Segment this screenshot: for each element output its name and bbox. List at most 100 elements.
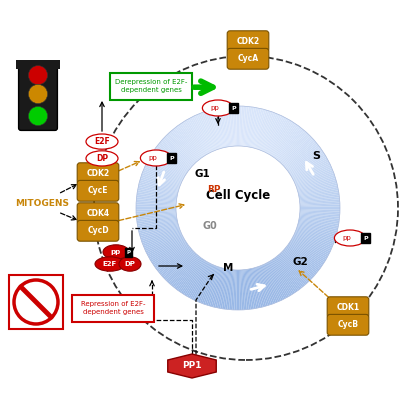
Wedge shape: [166, 252, 195, 281]
Wedge shape: [212, 109, 223, 148]
Wedge shape: [244, 106, 249, 146]
Wedge shape: [139, 182, 178, 193]
Wedge shape: [139, 222, 178, 233]
Wedge shape: [299, 190, 339, 198]
Wedge shape: [299, 217, 339, 224]
Wedge shape: [165, 251, 194, 280]
Wedge shape: [198, 114, 215, 151]
Wedge shape: [142, 229, 180, 244]
Text: pp: pp: [210, 105, 219, 111]
Wedge shape: [294, 163, 330, 182]
Wedge shape: [298, 185, 338, 195]
Wedge shape: [296, 173, 334, 188]
Wedge shape: [248, 107, 256, 147]
Wedge shape: [215, 108, 225, 148]
Wedge shape: [292, 157, 327, 178]
Wedge shape: [213, 109, 224, 148]
Wedge shape: [300, 199, 340, 204]
Wedge shape: [148, 158, 184, 179]
FancyBboxPatch shape: [77, 163, 119, 184]
Wedge shape: [229, 106, 234, 146]
Wedge shape: [262, 114, 280, 151]
Wedge shape: [136, 204, 176, 207]
Wedge shape: [272, 260, 295, 294]
Wedge shape: [154, 244, 188, 268]
Ellipse shape: [103, 245, 129, 259]
FancyBboxPatch shape: [72, 295, 154, 322]
Wedge shape: [297, 227, 335, 241]
Wedge shape: [177, 126, 202, 158]
Wedge shape: [159, 247, 190, 274]
Wedge shape: [227, 106, 232, 146]
Wedge shape: [256, 267, 270, 306]
Wedge shape: [296, 170, 333, 186]
Wedge shape: [252, 268, 263, 307]
Wedge shape: [222, 107, 229, 147]
Wedge shape: [187, 119, 208, 154]
Wedge shape: [294, 233, 331, 251]
Text: CDK2: CDK2: [86, 169, 110, 178]
Wedge shape: [218, 269, 227, 308]
Wedge shape: [136, 212, 176, 217]
Wedge shape: [249, 269, 258, 308]
Wedge shape: [248, 269, 256, 309]
Wedge shape: [297, 225, 336, 238]
Text: CycE: CycE: [88, 186, 108, 195]
Wedge shape: [142, 173, 180, 188]
Wedge shape: [158, 246, 190, 272]
Wedge shape: [258, 266, 273, 304]
Wedge shape: [138, 219, 177, 228]
Wedge shape: [290, 151, 324, 174]
Wedge shape: [140, 180, 178, 192]
Wedge shape: [244, 270, 250, 310]
Wedge shape: [203, 112, 218, 150]
Ellipse shape: [140, 150, 172, 166]
Wedge shape: [137, 190, 177, 198]
Wedge shape: [267, 118, 288, 154]
Wedge shape: [195, 115, 213, 152]
Wedge shape: [161, 140, 192, 167]
Wedge shape: [213, 268, 224, 307]
Wedge shape: [161, 249, 192, 276]
Wedge shape: [300, 212, 340, 217]
Wedge shape: [300, 209, 340, 212]
Wedge shape: [174, 256, 200, 288]
Wedge shape: [192, 116, 211, 153]
Wedge shape: [244, 270, 249, 310]
Wedge shape: [180, 124, 203, 157]
Wedge shape: [251, 268, 261, 308]
Wedge shape: [249, 108, 258, 147]
Wedge shape: [264, 116, 283, 152]
Text: E2F: E2F: [94, 137, 110, 146]
Wedge shape: [152, 152, 186, 175]
Wedge shape: [184, 260, 206, 296]
Wedge shape: [278, 130, 305, 161]
Wedge shape: [156, 245, 189, 271]
FancyBboxPatch shape: [110, 73, 192, 100]
Wedge shape: [241, 270, 245, 310]
Wedge shape: [159, 142, 190, 169]
Wedge shape: [253, 268, 264, 307]
Wedge shape: [281, 135, 310, 164]
Wedge shape: [261, 114, 278, 151]
Wedge shape: [167, 252, 196, 282]
Wedge shape: [206, 110, 220, 149]
Wedge shape: [171, 130, 198, 161]
Text: G1: G1: [194, 169, 210, 179]
Wedge shape: [291, 156, 326, 177]
Wedge shape: [284, 140, 315, 167]
Wedge shape: [146, 162, 183, 181]
Wedge shape: [136, 199, 176, 204]
Text: Derepression of E2F-
dependent genes: Derepression of E2F- dependent genes: [115, 79, 187, 93]
Wedge shape: [280, 253, 308, 284]
Wedge shape: [220, 107, 228, 147]
Wedge shape: [140, 226, 179, 240]
Wedge shape: [138, 185, 178, 195]
Wedge shape: [261, 265, 278, 302]
Wedge shape: [256, 110, 270, 149]
Wedge shape: [258, 112, 273, 150]
Wedge shape: [178, 258, 202, 292]
Wedge shape: [255, 267, 268, 306]
Text: S: S: [312, 151, 320, 161]
Wedge shape: [289, 243, 322, 266]
